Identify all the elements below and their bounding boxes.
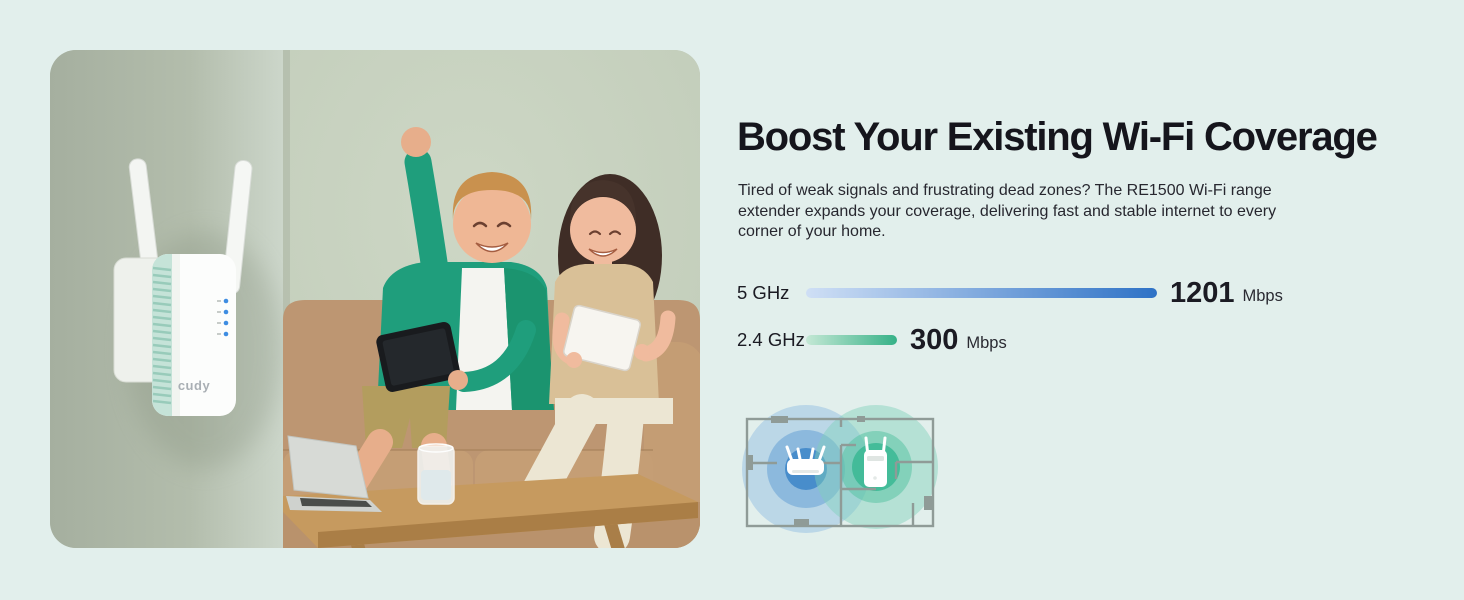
description-line: extender expands your coverage, deliveri… [738, 202, 1277, 220]
coverage-floorplan [742, 405, 938, 533]
hero-scene: cudy [50, 50, 700, 548]
band-row-24ghz: 2.4 GHz 300 Mbps [737, 323, 1007, 357]
description-line: Tired of weak signals and frustrating de… [738, 182, 1272, 199]
speed-bar-24ghz [806, 335, 897, 345]
extender-icon [864, 436, 887, 487]
speed-value-24ghz: 300 [910, 323, 959, 356]
water-glass [417, 443, 455, 505]
man [328, 127, 554, 523]
description-line: corner of your home. [738, 223, 886, 241]
black-tablet [376, 322, 461, 392]
extender-device: cudy [113, 158, 253, 416]
wall-extender-photo: cudy [50, 50, 283, 548]
coffee-table [283, 435, 698, 548]
speed-unit-24ghz: Mbps [966, 334, 1007, 353]
description: Tired of weak signals and frustrating de… [738, 181, 1276, 243]
speed-unit-5ghz: Mbps [1242, 287, 1283, 306]
band-label-24ghz: 2.4 GHz [737, 329, 805, 350]
laptop [286, 435, 382, 512]
band-label-5ghz: 5 GHz [737, 282, 790, 303]
band-row-5ghz: 5 GHz 1201 Mbps [737, 276, 1283, 310]
headline: Boost Your Existing Wi-Fi Coverage [737, 115, 1378, 159]
hero-image-panel: cudy [50, 50, 700, 548]
white-tablet [563, 304, 641, 372]
extender-vents [152, 254, 180, 416]
speed-bar-5ghz [806, 288, 1157, 298]
device-brand-logo: cudy [178, 378, 211, 393]
router-icon [785, 445, 826, 475]
speed-value-5ghz: 1201 [1170, 276, 1235, 309]
floorplan-fixtures [747, 416, 933, 526]
couple-photo [283, 50, 700, 548]
extender-led-indicators [217, 298, 229, 337]
